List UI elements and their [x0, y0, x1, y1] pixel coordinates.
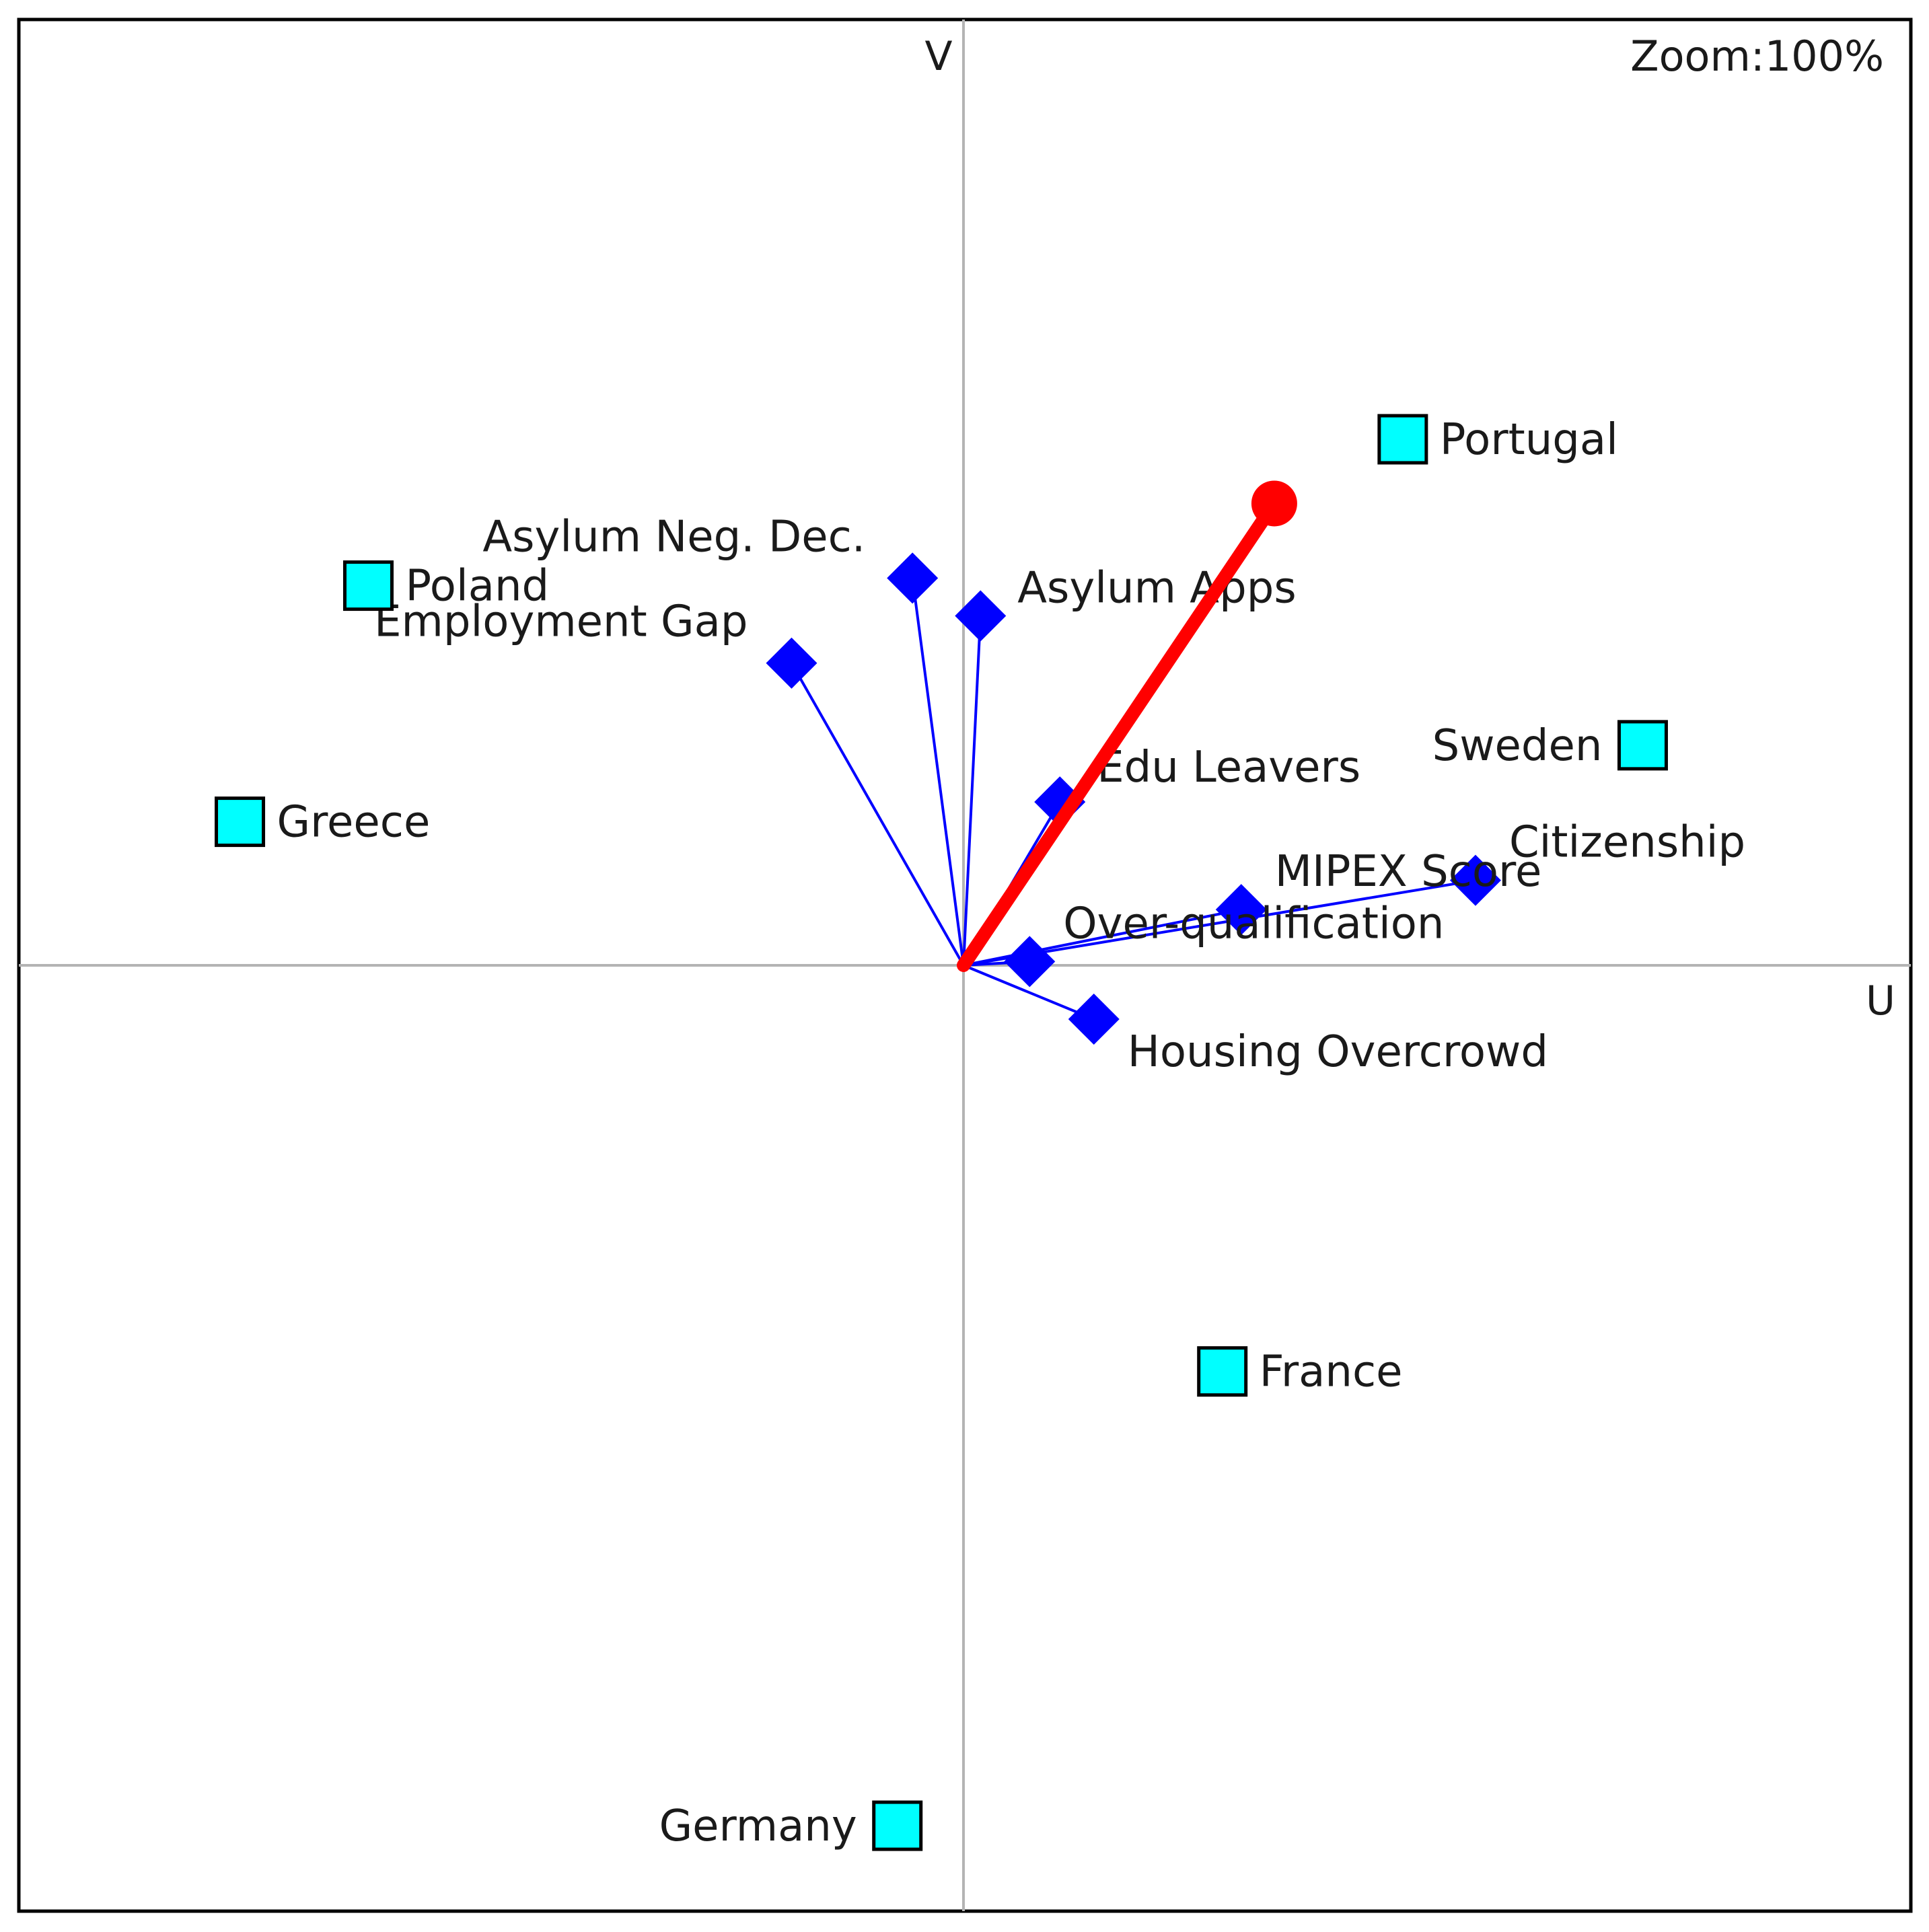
- country-marker-sweden: [1617, 720, 1668, 771]
- axis-label-v: V: [924, 33, 952, 80]
- vector-line-employment-gap: [790, 662, 965, 966]
- country-label-sweden: Sweden: [1432, 721, 1603, 771]
- vector-label-asylum-neg-dec: Asylum Neg. Dec.: [482, 512, 865, 562]
- variable-vectors: Asylum Neg. Dec. Asylum Apps Employment Ga…: [374, 512, 1745, 1077]
- country-points: Portugal Poland Sweden Greece France Germany: [215, 414, 1668, 1851]
- country-label-germany: Germany: [659, 1801, 857, 1851]
- country-marker-greece: [215, 796, 266, 848]
- vector-label-citizenship: Citizenship: [1509, 818, 1745, 868]
- country-label-poland: Poland: [405, 562, 549, 611]
- country-marker-poland: [342, 560, 394, 611]
- vector-line-asylum-neg-dec: [911, 578, 965, 966]
- response-vector-line: [957, 496, 1281, 972]
- vector-label-over-qualification: Over-qualification: [1063, 899, 1444, 949]
- axis-label-u: U: [1866, 977, 1895, 1025]
- vector-label-mipex-score: MIPEX Score: [1275, 847, 1542, 897]
- vector-label-asylum-apps: Asylum Apps: [1017, 564, 1296, 614]
- vector-marker-employment-gap: [766, 637, 817, 689]
- vector-marker-housing-overcrowd: [1068, 994, 1120, 1045]
- country-label-france: France: [1260, 1347, 1403, 1397]
- response-vector-group: [957, 480, 1297, 972]
- country-label-greece: Greece: [277, 798, 431, 848]
- vector-marker-over-qualification: [1004, 936, 1056, 988]
- country-marker-germany: [872, 1800, 923, 1851]
- vector-line-housing-overcrowd: [963, 964, 1095, 1020]
- zoom-label: Zoom:: [1630, 32, 1765, 81]
- vector-label-edu-leavers: Edu Leavers: [1097, 743, 1360, 792]
- zoom-indicator: Zoom:100%: [1630, 32, 1884, 81]
- country-label-portugal: Portugal: [1440, 415, 1618, 465]
- vector-marker-mipex-score: [1215, 884, 1267, 936]
- vector-line-citizenship: [963, 879, 1476, 967]
- vector-marker-asylum-neg-dec: [887, 552, 939, 604]
- zoom-value: 100%: [1765, 32, 1884, 81]
- vector-marker-asylum-apps: [955, 590, 1007, 642]
- response-vector-marker: [1251, 480, 1297, 527]
- vector-line-asylum-apps: [962, 616, 982, 966]
- country-marker-portugal: [1377, 414, 1428, 465]
- country-marker-france: [1197, 1346, 1248, 1397]
- vector-label-housing-overcrowd: Housing Overcrowd: [1128, 1027, 1548, 1077]
- vector-marker-citizenship: [1449, 854, 1501, 906]
- vector-label-employment-gap: Employment Gap: [374, 597, 748, 647]
